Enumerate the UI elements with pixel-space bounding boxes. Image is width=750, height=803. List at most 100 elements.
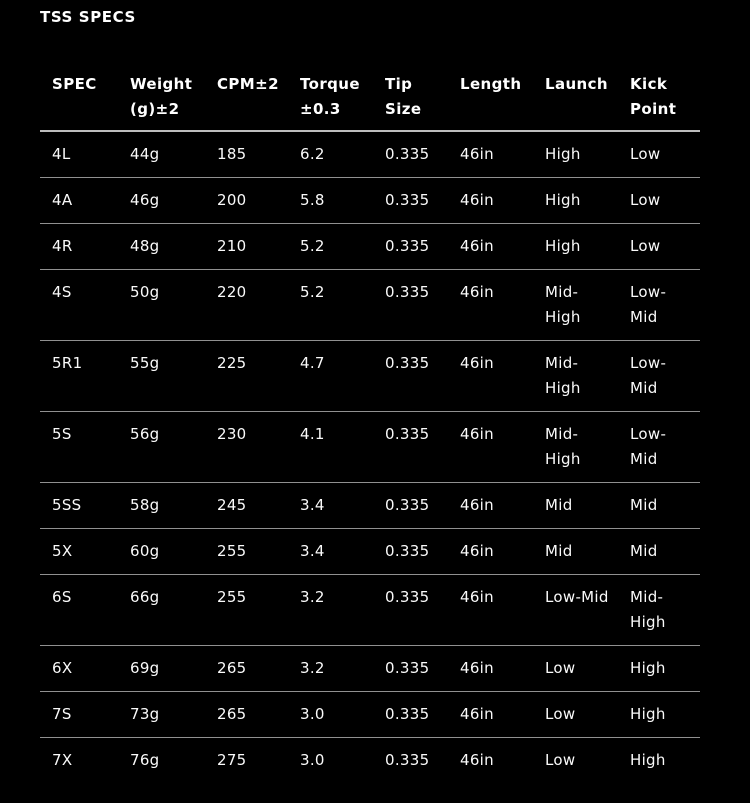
table-row: 5SS 58g 245 3.4 0.335 46in Mid Mid	[40, 482, 700, 529]
cell-kick: High	[618, 691, 700, 738]
cell-launch: High	[533, 223, 618, 270]
table-row: 4S 50g 220 5.2 0.335 46in Mid- High Low- Mid	[40, 269, 700, 341]
cell-weight: 48g	[118, 223, 205, 270]
column-header-spec: SPEC	[40, 72, 118, 132]
cell-kick: Low	[618, 223, 700, 270]
cell-cpm: 185	[205, 131, 288, 178]
cell-kick: High	[618, 645, 700, 692]
cell-kick: Low- Mid	[618, 269, 700, 341]
cell-weight: 73g	[118, 691, 205, 738]
cell-cpm: 255	[205, 574, 288, 646]
cell-spec: 5R1	[40, 340, 118, 412]
table-row: 5S 56g 230 4.1 0.335 46in Mid- High Low- Mid	[40, 411, 700, 483]
table-row: 6X 69g 265 3.2 0.335 46in Low High	[40, 645, 700, 692]
cell-spec: 4L	[40, 131, 118, 178]
cell-weight: 44g	[118, 131, 205, 178]
cell-length: 46in	[448, 645, 533, 692]
cell-torque: 3.2	[288, 645, 373, 692]
cell-torque: 3.4	[288, 482, 373, 529]
cell-launch: High	[533, 131, 618, 178]
cell-spec: 5SS	[40, 482, 118, 529]
specs-table-body: 4L 44g 185 6.2 0.335 46in High Low 4A 46g 200 5.8 0.…	[40, 131, 700, 783]
cell-weight: 56g	[118, 411, 205, 483]
cell-spec: 4R	[40, 223, 118, 270]
cell-cpm: 230	[205, 411, 288, 483]
cell-weight: 50g	[118, 269, 205, 341]
cell-spec: 4S	[40, 269, 118, 341]
cell-tip: 0.335	[373, 411, 448, 483]
column-header-tip-size: Tip Size	[373, 72, 448, 132]
column-header-cpm: CPM±2	[205, 72, 288, 132]
cell-tip: 0.335	[373, 691, 448, 738]
cell-tip: 0.335	[373, 482, 448, 529]
cell-length: 46in	[448, 528, 533, 575]
cell-launch: Low	[533, 691, 618, 738]
cell-torque: 4.1	[288, 411, 373, 483]
cell-length: 46in	[448, 177, 533, 224]
cell-length: 46in	[448, 223, 533, 270]
cell-launch: Mid- High	[533, 411, 618, 483]
cell-kick: High	[630, 751, 666, 769]
cell-tip: 0.335	[373, 528, 448, 575]
cell-length: 46in	[448, 340, 533, 412]
cell-tip: 0.335	[373, 645, 448, 692]
cell-kick: Low	[618, 131, 700, 178]
specs-table-header-row: SPEC Weight (g)±2 CPM±2 Torque ±0.3 Tip …	[40, 72, 700, 132]
cell-weight: 60g	[118, 528, 205, 575]
table-row: 7X 76g 275 3.0 0.335 46in Low High	[40, 738, 700, 784]
cell-weight: 55g	[118, 340, 205, 412]
cell-weight: 76g	[130, 751, 160, 769]
cell-spec: 5X	[40, 528, 118, 575]
cell-torque: 4.7	[288, 340, 373, 412]
cell-weight: 58g	[118, 482, 205, 529]
table-row: 4A 46g 200 5.8 0.335 46in High Low	[40, 177, 700, 224]
column-header-launch: Launch	[533, 72, 618, 132]
table-row: 7S 73g 265 3.0 0.335 46in Low High	[40, 691, 700, 738]
table-row: 5X 60g 255 3.4 0.335 46in Mid Mid	[40, 528, 700, 575]
cell-launch: Mid- High	[533, 340, 618, 412]
cell-torque: 3.0	[300, 751, 325, 769]
cell-kick: Mid	[618, 528, 700, 575]
cell-length: 46in	[448, 269, 533, 341]
cell-launch: High	[533, 177, 618, 224]
column-header-kick-point: Kick Point	[618, 72, 700, 132]
cell-length: 46in	[448, 131, 533, 178]
cell-spec: 4A	[40, 177, 118, 224]
cell-launch: Low-Mid	[533, 574, 618, 646]
cell-spec: 5S	[40, 411, 118, 483]
cell-launch: Low	[533, 645, 618, 692]
cell-tip: 0.335	[373, 131, 448, 178]
cell-cpm: 265	[205, 691, 288, 738]
cell-torque: 3.0	[288, 691, 373, 738]
cell-length: 46in	[448, 411, 533, 483]
cell-cpm: 245	[205, 482, 288, 529]
cell-kick: Mid- High	[618, 574, 700, 646]
cell-weight: 69g	[118, 645, 205, 692]
cell-length: 46in	[448, 574, 533, 646]
cell-cpm: 225	[205, 340, 288, 412]
cell-torque: 3.4	[288, 528, 373, 575]
cell-cpm: 265	[205, 645, 288, 692]
cell-kick: Mid	[618, 482, 700, 529]
cell-tip: 0.335	[373, 340, 448, 412]
cell-length: 46in	[448, 482, 533, 529]
cell-kick: Low	[618, 177, 700, 224]
cell-kick: Low- Mid	[618, 411, 700, 483]
cell-cpm: 220	[205, 269, 288, 341]
cell-cpm: 255	[205, 528, 288, 575]
column-header-torque: Torque ±0.3	[288, 72, 373, 132]
cell-length: 46in	[460, 751, 494, 769]
cell-spec: 6S	[40, 574, 118, 646]
cell-torque: 5.8	[288, 177, 373, 224]
page-title: TSS SPECS	[40, 8, 136, 26]
cell-spec: 6X	[40, 645, 118, 692]
cell-tip: 0.335	[373, 177, 448, 224]
cell-launch: Mid- High	[533, 269, 618, 341]
cell-spec: 7X	[52, 751, 73, 769]
cell-tip: 0.335	[373, 223, 448, 270]
cell-launch: Mid	[533, 482, 618, 529]
cell-tip: 0.335	[373, 574, 448, 646]
specs-table: SPEC Weight (g)±2 CPM±2 Torque ±0.3 Tip …	[40, 72, 700, 783]
cell-torque: 3.2	[288, 574, 373, 646]
